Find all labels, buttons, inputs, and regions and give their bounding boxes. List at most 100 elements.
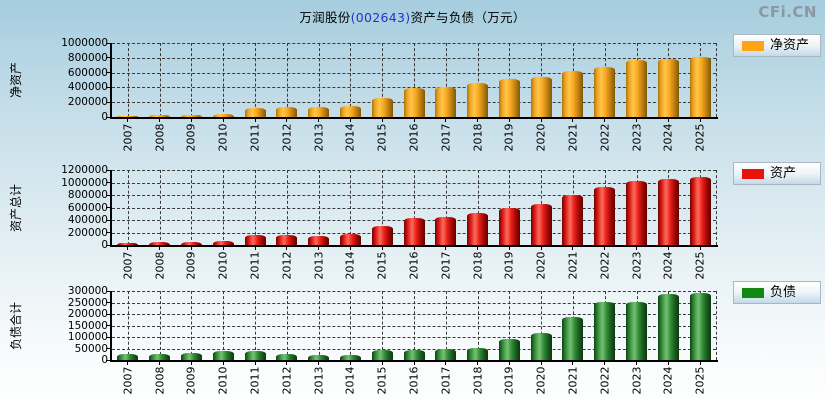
bar-net-assets-2020	[530, 76, 552, 117]
bar-total-assets-2017	[435, 216, 457, 245]
x-tick-label: 2023	[630, 251, 644, 280]
x-tick-label: 2017	[439, 251, 453, 280]
v-gridline	[255, 43, 257, 117]
x-tick-mark	[318, 361, 320, 365]
v-gridline	[286, 170, 288, 245]
title-stock-code: (002643)	[350, 10, 411, 25]
x-tick-mark	[159, 361, 161, 365]
bar-total-assets-2009	[180, 241, 202, 245]
x-tick-mark	[572, 361, 574, 365]
v-gridline	[477, 43, 479, 117]
v-gridline	[445, 291, 447, 360]
bar-total-assets-2015	[371, 226, 393, 245]
x-tick-label: 2019	[502, 366, 516, 395]
bar-total-assets-2014	[339, 234, 361, 245]
x-tick-label: 2019	[502, 251, 516, 280]
v-gridline	[255, 170, 257, 245]
bar-total-liabilities-2007	[117, 353, 139, 360]
x-tick-mark	[699, 246, 701, 250]
x-tick-mark	[604, 118, 606, 122]
x-tick-mark	[667, 361, 669, 365]
x-tick-label: 2010	[216, 251, 230, 280]
y-tick-label: 150000	[67, 319, 108, 332]
y-tick-label: 0	[101, 111, 108, 123]
bar-total-liabilities-2018	[467, 348, 489, 360]
bar-net-assets-2018	[467, 82, 489, 117]
v-gridline	[318, 43, 320, 117]
axes-total-assets	[110, 170, 718, 247]
y-axis-title-net-assets: 净资产	[9, 62, 23, 99]
x-tick-label: 2009	[184, 123, 198, 152]
x-tick-label: 2013	[312, 366, 326, 395]
x-tick-mark	[667, 246, 669, 250]
x-tick-label: 2022	[598, 366, 612, 395]
x-tick-mark	[286, 246, 288, 250]
x-tick-label: 2011	[248, 251, 262, 280]
x-tick-label: 2009	[184, 251, 198, 280]
x-tick-mark	[381, 246, 383, 250]
y-tick-mark	[106, 232, 111, 233]
x-tick-label: 2007	[121, 123, 135, 152]
x-tick-mark	[540, 246, 542, 250]
v-gridline	[159, 43, 161, 117]
x-tick-mark	[254, 118, 256, 122]
y-tick-mark	[106, 42, 111, 44]
bar-total-assets-2018	[467, 212, 489, 245]
x-tick-mark	[318, 118, 320, 122]
x-tick-label: 2020	[534, 251, 548, 280]
bar-total-liabilities-2012	[276, 353, 298, 360]
x-tick-label: 2008	[153, 123, 167, 152]
y-tick-mark	[106, 336, 111, 338]
bar-total-liabilities-2016	[403, 350, 425, 360]
x-tick-mark	[381, 118, 383, 122]
v-gridline	[350, 43, 352, 117]
x-tick-mark	[222, 246, 224, 250]
x-tick-mark	[604, 246, 606, 250]
v-gridline	[318, 170, 320, 245]
bar-total-assets-2012	[276, 235, 298, 245]
x-tick-label: 2012	[280, 366, 294, 395]
x-tick-label: 2025	[693, 123, 707, 152]
y-tick-label: 250000	[67, 296, 108, 309]
bar-total-liabilities-2008	[149, 353, 171, 360]
y-tick-label: 400000	[67, 81, 108, 94]
y-tick-mark	[106, 101, 111, 103]
x-tick-mark	[222, 361, 224, 365]
bar-net-assets-2024	[657, 59, 679, 117]
y-tick-label: 1000000	[61, 37, 108, 49]
bar-net-assets-2021	[562, 71, 584, 117]
x-tick-mark	[477, 246, 479, 250]
y-tick-label: 800000	[67, 51, 108, 64]
bar-total-liabilities-2010	[212, 351, 234, 360]
v-gridline	[509, 291, 511, 360]
legend-total-assets: 资产	[733, 162, 821, 185]
v-gridline	[127, 291, 129, 360]
x-tick-label: 2019	[502, 123, 516, 152]
y-tick-label: 600000	[67, 66, 108, 79]
v-gridline	[382, 43, 384, 117]
x-tick-mark	[349, 361, 351, 365]
total-assets-legend-label: 资产	[770, 166, 797, 181]
y-tick-label: 100000	[67, 331, 108, 343]
x-tick-label: 2015	[375, 251, 389, 280]
bar-total-liabilities-2017	[435, 348, 457, 360]
x-tick-label: 2021	[566, 123, 580, 152]
y-tick-label: 1000000	[61, 176, 108, 189]
y-tick-mark	[106, 219, 111, 221]
x-tick-label: 2007	[121, 366, 135, 395]
bar-net-assets-2014	[339, 106, 361, 117]
x-tick-label: 2018	[471, 123, 485, 152]
v-gridline	[159, 291, 161, 360]
bar-total-assets-2021	[562, 195, 584, 245]
axes-net-assets	[110, 43, 718, 119]
v-gridline	[477, 291, 479, 360]
x-tick-label: 2015	[375, 366, 389, 395]
y-tick-mark	[106, 290, 111, 292]
x-tick-label: 2010	[216, 123, 230, 152]
v-gridline	[223, 170, 225, 245]
x-tick-mark	[222, 118, 224, 122]
x-tick-label: 2013	[312, 123, 326, 152]
y-axis-title-total-liabilities: 负债合计	[9, 301, 23, 350]
v-gridline	[286, 43, 288, 117]
